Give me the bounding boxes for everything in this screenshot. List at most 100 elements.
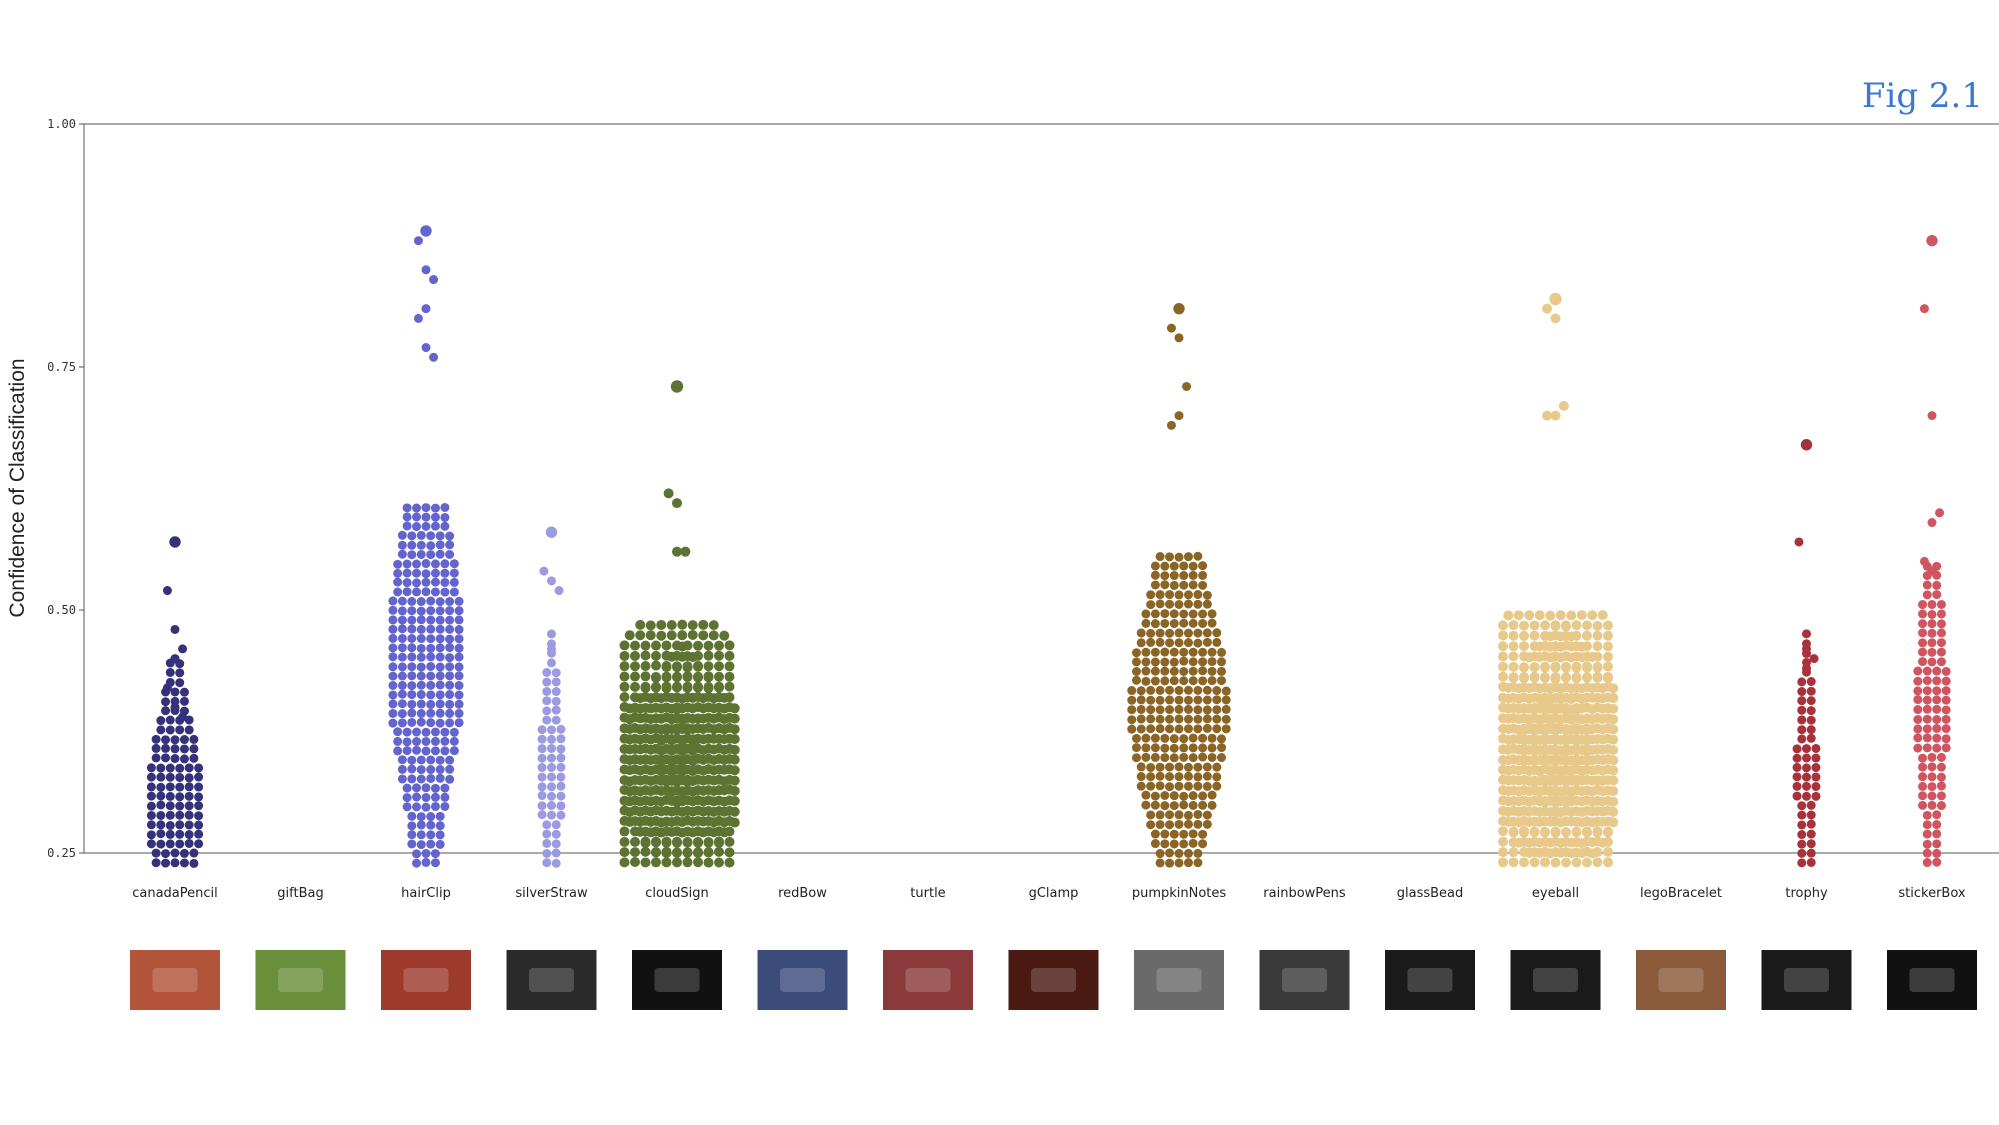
data-point — [1941, 734, 1951, 744]
data-point — [635, 619, 646, 630]
data-point — [397, 671, 407, 681]
data-point — [1183, 695, 1193, 705]
data-point — [1169, 743, 1179, 753]
data-point — [1932, 704, 1942, 714]
data-point — [1207, 666, 1217, 676]
data-point — [402, 746, 412, 756]
data-point — [1797, 715, 1807, 725]
data-point — [1202, 810, 1212, 820]
thumbnail-object-icon — [1658, 968, 1704, 992]
data-point — [1919, 304, 1929, 314]
data-point — [445, 634, 455, 644]
data-point — [1540, 826, 1550, 837]
data-point — [1160, 571, 1170, 581]
data-point — [1582, 682, 1592, 693]
data-point — [1508, 734, 1519, 745]
data-point — [445, 624, 455, 634]
data-point — [630, 847, 640, 858]
data-point — [1806, 800, 1816, 810]
data-point — [1165, 599, 1175, 609]
data-point — [619, 640, 630, 651]
data-point — [1131, 666, 1141, 676]
data-point — [1561, 651, 1571, 662]
data-point — [672, 815, 682, 826]
thumbnail-trophy-dark-icon — [1761, 950, 1852, 1010]
data-point — [175, 772, 185, 782]
data-point — [640, 774, 651, 785]
data-point — [666, 630, 677, 641]
data-point — [1550, 816, 1561, 827]
data-point — [1913, 666, 1923, 676]
data-point — [1183, 771, 1193, 781]
data-point — [672, 836, 682, 847]
data-point — [1561, 754, 1571, 765]
data-point — [703, 681, 714, 692]
data-point — [537, 801, 547, 811]
data-point — [1217, 734, 1227, 744]
data-point — [1811, 743, 1821, 753]
data-point — [1160, 733, 1170, 743]
data-point — [537, 791, 547, 801]
data-point — [1183, 781, 1193, 791]
data-point — [1136, 781, 1146, 791]
data-point — [1603, 723, 1613, 734]
data-point — [682, 774, 693, 785]
data-point — [1918, 762, 1928, 772]
data-point — [682, 785, 693, 796]
data-point — [1150, 609, 1160, 619]
data-point — [1141, 733, 1151, 743]
thumbnail-object-icon — [152, 968, 198, 992]
data-point — [1155, 599, 1165, 609]
data-point — [1561, 857, 1571, 868]
data-point — [1561, 743, 1571, 754]
data-point — [1136, 704, 1146, 714]
data-point — [1155, 810, 1165, 820]
data-point — [630, 692, 640, 703]
data-point — [1932, 724, 1942, 734]
data-point — [1802, 657, 1811, 667]
data-point — [454, 625, 464, 635]
data-point — [1188, 753, 1198, 763]
data-point — [1141, 676, 1151, 686]
data-point — [1155, 858, 1165, 868]
data-point — [1941, 714, 1951, 724]
data-point — [1550, 723, 1561, 734]
data-point — [435, 821, 445, 831]
data-point — [724, 784, 735, 795]
data-point — [698, 630, 709, 641]
data-point — [1603, 630, 1613, 641]
data-point — [1592, 630, 1603, 641]
data-point — [724, 650, 735, 661]
data-point — [672, 702, 682, 713]
data-point — [426, 755, 436, 765]
data-point — [1592, 744, 1603, 755]
data-point — [1155, 552, 1165, 562]
data-point — [170, 706, 180, 716]
data-point — [1571, 661, 1582, 672]
data-point — [556, 734, 566, 744]
data-point — [151, 734, 161, 744]
data-point — [407, 531, 417, 541]
data-point — [1165, 695, 1175, 705]
data-point — [416, 820, 426, 830]
data-point — [547, 762, 556, 772]
data-point — [1927, 647, 1937, 657]
data-point — [703, 857, 714, 868]
data-point — [1165, 552, 1175, 562]
data-point — [1592, 826, 1603, 837]
data-point — [430, 792, 440, 802]
data-point — [388, 633, 398, 643]
data-point — [714, 815, 724, 826]
data-point — [1141, 790, 1151, 800]
data-point — [397, 718, 407, 728]
data-point — [1202, 781, 1212, 791]
data-point — [1202, 628, 1212, 638]
data-point — [416, 765, 426, 775]
data-point — [1193, 724, 1203, 734]
data-point — [1146, 772, 1156, 782]
data-point — [1127, 724, 1137, 734]
data-point — [1932, 695, 1942, 705]
thumbnail-colorful-patterned-bag-icon — [255, 950, 346, 1010]
data-point — [1519, 662, 1529, 673]
data-point — [1913, 705, 1923, 715]
